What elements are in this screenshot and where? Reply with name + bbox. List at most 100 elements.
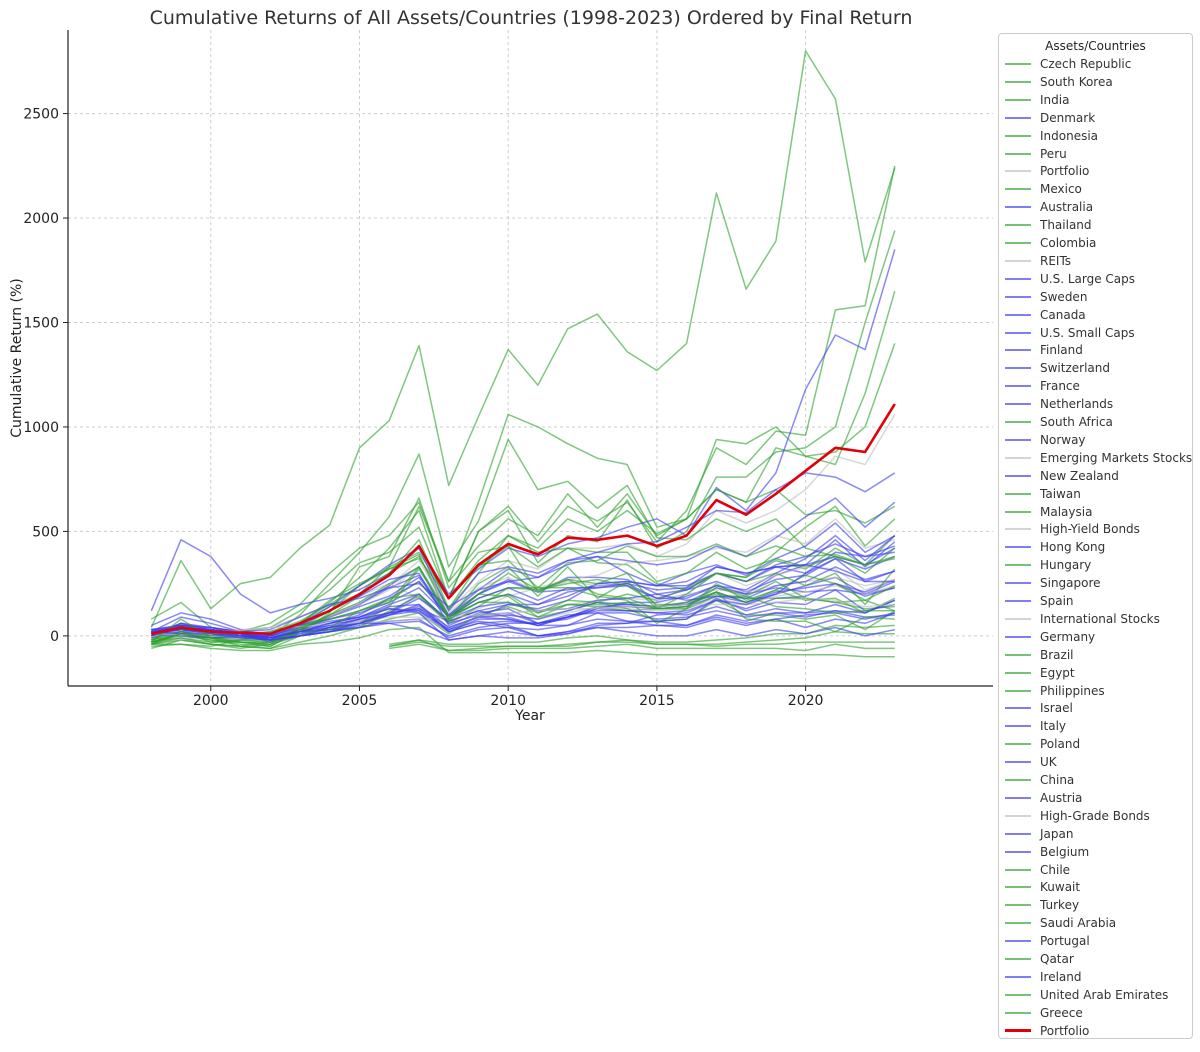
legend-item: Czech Republic — [1005, 55, 1131, 73]
legend-label: High-Grade Bonds — [1040, 808, 1150, 823]
legend-swatch — [1005, 635, 1031, 638]
legend-item: U.S. Small Caps — [1005, 324, 1135, 342]
legend-label: Saudi Arabia — [1040, 916, 1117, 931]
legend-label: Switzerland — [1040, 361, 1110, 376]
legend-swatch — [1005, 242, 1031, 244]
series-line-qatar — [389, 639, 895, 648]
series-line-south-korea — [150, 165, 896, 633]
legend-swatch — [1005, 761, 1031, 764]
legend-swatch — [1005, 277, 1031, 280]
legend-item: Chile — [1005, 861, 1070, 879]
legend-swatch — [1005, 600, 1031, 602]
legend-label: Portfolio — [1040, 1023, 1090, 1038]
legend-item: Canada — [1005, 306, 1086, 324]
legend-item: Portfolio — [1005, 1022, 1089, 1040]
series-line-high-grade-bonds — [151, 597, 895, 636]
legend-label: U.S. Small Caps — [1040, 325, 1135, 340]
legend-item: Indonesia — [1005, 127, 1098, 145]
legend-swatch — [1005, 331, 1031, 334]
legend-item: Switzerland — [1005, 359, 1110, 377]
legend-label: Mexico — [1040, 182, 1082, 197]
legend-label: Greece — [1040, 1005, 1083, 1020]
x-axis-label: Year — [514, 708, 545, 724]
legend-swatch — [1005, 385, 1031, 388]
series-line-peru — [150, 50, 896, 628]
legend-item: Peru — [1005, 145, 1067, 163]
series-line-greece — [151, 626, 895, 658]
legend-swatch — [1005, 814, 1031, 817]
legend-swatch — [1005, 796, 1031, 799]
legend-item: Sweden — [1005, 288, 1087, 306]
legend-label: Israel — [1040, 701, 1073, 716]
legend-label: UK — [1040, 755, 1057, 770]
legend-label: India — [1040, 92, 1070, 107]
legend-item: Turkey — [1005, 896, 1079, 914]
legend-item: International Stocks — [1005, 610, 1160, 628]
y-tick-label: 1500 — [23, 315, 59, 331]
legend-swatch — [1005, 653, 1031, 656]
legend-item: Austria — [1005, 789, 1082, 807]
legend-label: Thailand — [1040, 218, 1092, 233]
legend-label: Qatar — [1040, 952, 1074, 966]
y-tick-label: 0 — [50, 629, 59, 645]
legend-swatch — [1005, 63, 1031, 65]
legend-item: Thailand — [1005, 216, 1092, 234]
legend-label: South Korea — [1040, 74, 1113, 89]
legend-label: Germany — [1040, 629, 1096, 644]
legend-item: Japan — [1005, 825, 1073, 843]
legend-label: Brazil — [1040, 647, 1074, 662]
legend-item: Israel — [1005, 699, 1073, 717]
legend-item: Colombia — [1005, 234, 1096, 252]
legend-swatch — [1005, 80, 1031, 83]
legend-swatch — [1005, 510, 1031, 513]
legend: Assets/Countries Czech Republic South Kor… — [998, 33, 1193, 1039]
legend-label: Emerging Markets Stocks — [1040, 450, 1193, 465]
legend-label: Indonesia — [1040, 128, 1099, 143]
legend-swatch — [1005, 134, 1031, 137]
legend-item: Taiwan — [1005, 485, 1081, 503]
legend-item: United Arab Emirates — [1005, 986, 1168, 1004]
legend-swatch — [1005, 349, 1031, 352]
legend-swatch — [1005, 779, 1031, 781]
legend-item: Brazil — [1005, 646, 1074, 664]
legend-item: Mexico — [1005, 180, 1082, 198]
legend-swatch — [1005, 116, 1031, 119]
legend-label: China — [1040, 773, 1075, 787]
legend-swatch — [1005, 940, 1031, 943]
legend-label: Belgium — [1040, 844, 1090, 859]
x-tick-label: 2000 — [193, 693, 229, 709]
legend-item: Hungary — [1005, 556, 1091, 574]
legend-label: Kuwait — [1040, 880, 1081, 895]
legend-label: Finland — [1040, 343, 1083, 358]
legend-label: Singapore — [1040, 576, 1101, 591]
series-line-china — [151, 568, 896, 645]
legend-swatch — [1005, 689, 1031, 692]
series-line-denmark — [150, 249, 896, 614]
series-line-austria — [151, 572, 895, 639]
series-line-philippines — [151, 543, 895, 650]
legend-swatch — [1005, 188, 1031, 191]
legend-item: Spain — [1005, 592, 1074, 610]
legend-swatch — [1005, 617, 1031, 620]
x-tick-label: 2005 — [342, 693, 378, 709]
legend-swatch — [1005, 403, 1031, 406]
legend-label: Peru — [1040, 146, 1067, 161]
x-tick-label: 2020 — [788, 693, 824, 709]
legend-label: REITs — [1040, 253, 1072, 268]
x-tick-label: 2015 — [639, 693, 675, 709]
legend-swatch — [1005, 546, 1031, 549]
legend-label: Spain — [1040, 594, 1074, 608]
x-tick-label: 2010 — [490, 693, 526, 709]
legend-swatch — [1005, 922, 1031, 925]
legend-item: High-Grade Bonds — [1005, 807, 1150, 825]
legend-label: High-Yield Bonds — [1040, 522, 1140, 537]
legend-item: Belgium — [1005, 843, 1089, 861]
legend-swatch — [1005, 1029, 1031, 1033]
legend-item: France — [1005, 377, 1080, 395]
legend-item: Netherlands — [1005, 395, 1113, 413]
y-tick-label: 2500 — [23, 107, 59, 123]
y-axis-label: Cumulative Return (%) — [9, 278, 25, 438]
legend-swatch — [1005, 367, 1031, 370]
legend-item: Norway — [1005, 431, 1086, 449]
